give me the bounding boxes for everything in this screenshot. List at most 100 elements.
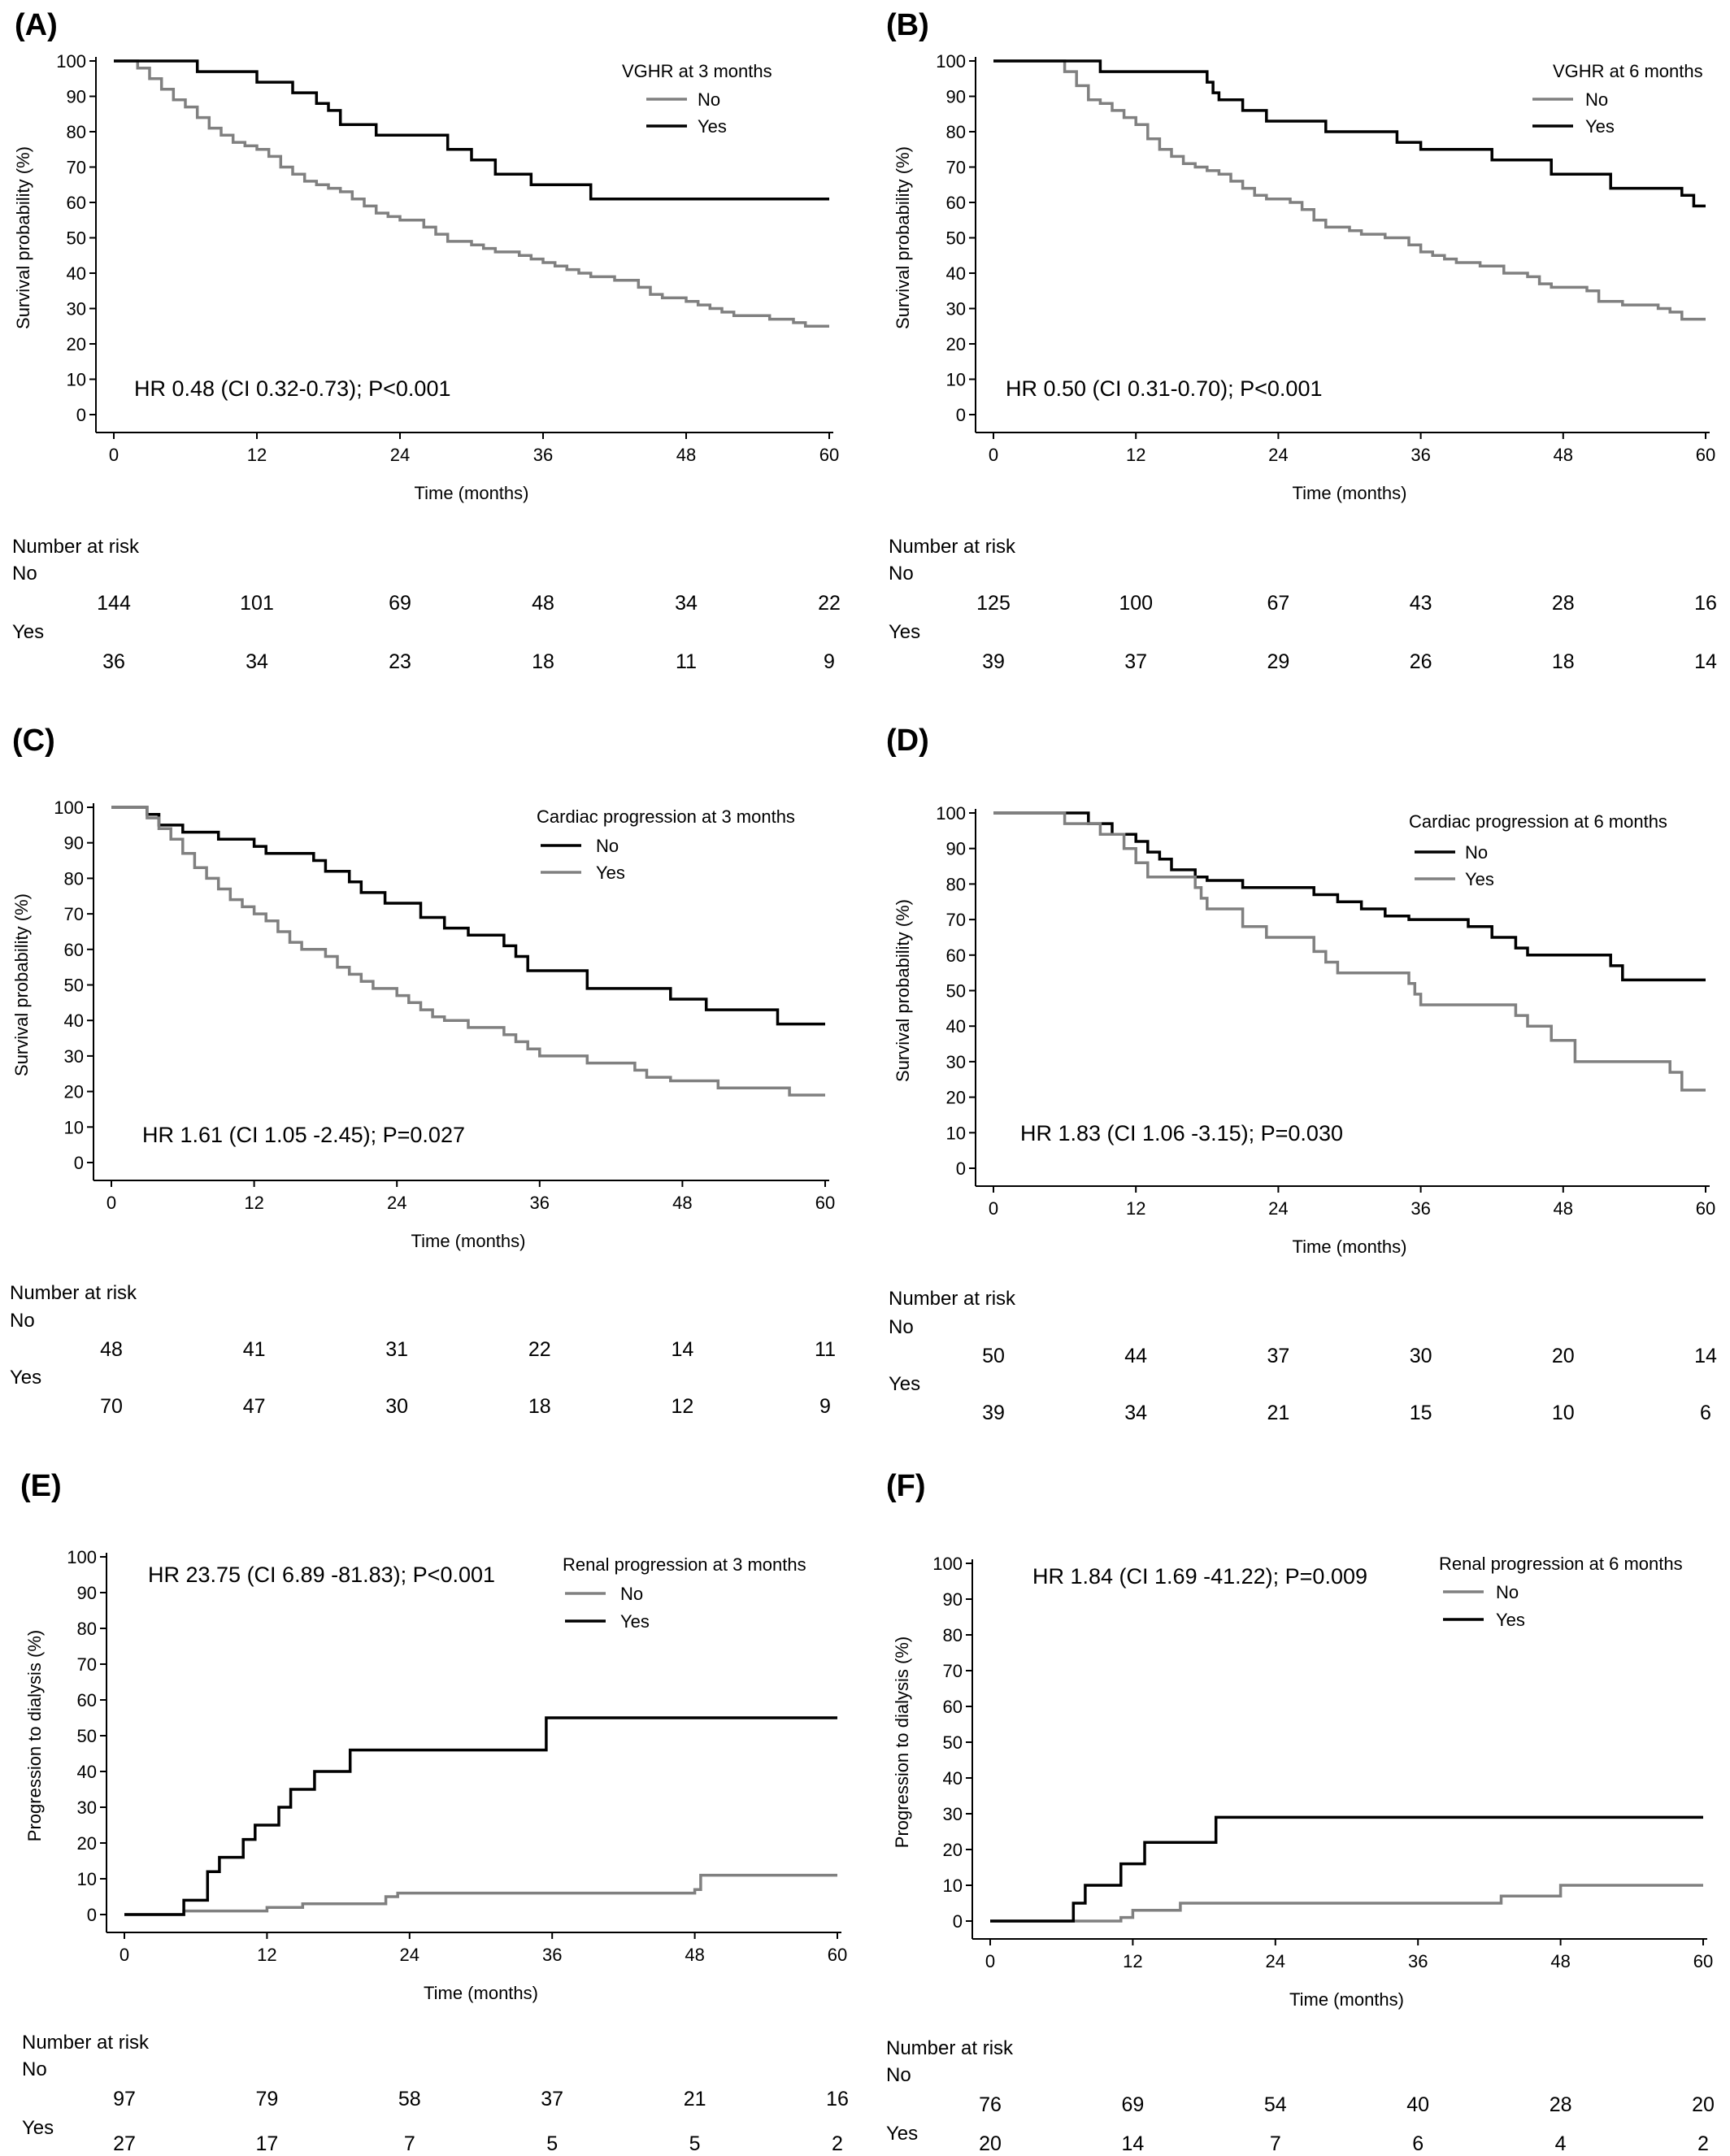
risk-value: 11 xyxy=(815,1338,836,1361)
risk-value: 17 xyxy=(255,2132,278,2155)
x-tick-label: 48 xyxy=(1550,1951,1570,1971)
x-tick-label: 60 xyxy=(819,445,839,465)
y-tick-label: 0 xyxy=(76,405,86,425)
y-tick-label: 60 xyxy=(943,1697,963,1717)
y-tick-label: 10 xyxy=(67,370,86,390)
x-axis-title: Time (months) xyxy=(424,1983,538,2003)
legend-label-no: No xyxy=(1585,89,1608,110)
y-tick-label: 50 xyxy=(943,1732,963,1753)
x-tick-label: 60 xyxy=(1696,1198,1715,1219)
y-tick-label: 30 xyxy=(943,1804,963,1824)
hr-annotation: HR 0.48 (CI 0.32-0.73); P<0.001 xyxy=(134,376,450,401)
risk-row-label: Yes xyxy=(10,1367,41,1389)
panel-b: (B) 0 10 20 30 40 50 60 70 80 90 100 0 12 24 36 48 60 Time… xyxy=(886,8,1717,673)
legend-label-no: No xyxy=(1465,842,1488,863)
y-tick-label: 20 xyxy=(946,334,966,354)
hr-annotation: HR 23.75 (CI 6.89 -81.83); P<0.001 xyxy=(148,1563,495,1587)
x-tick-label: 0 xyxy=(109,445,119,465)
y-tick-label: 40 xyxy=(64,1011,84,1031)
risk-value: 44 xyxy=(1124,1345,1147,1367)
x-tick-label: 12 xyxy=(257,1945,276,1965)
x-tick-label: 0 xyxy=(985,1951,995,1971)
risk-value: 43 xyxy=(1410,592,1432,615)
risk-row-label: No xyxy=(889,1316,914,1338)
risk-row-label: No xyxy=(889,563,914,585)
risk-table-title: Number at risk xyxy=(22,2032,150,2054)
y-tick-label: 50 xyxy=(67,228,86,249)
legend: Renal progression at 3 months No Yes xyxy=(563,1554,806,1632)
risk-value: 76 xyxy=(979,2093,1002,2116)
x-tick-label: 12 xyxy=(1123,1951,1142,1971)
x-axis-title: Time (months) xyxy=(411,1231,526,1251)
risk-value: 79 xyxy=(255,2088,278,2110)
risk-row-label: Yes xyxy=(22,2117,54,2139)
legend-label-no: No xyxy=(620,1584,643,1604)
y-tick-label: 20 xyxy=(67,334,86,354)
risk-value: 70 xyxy=(100,1395,123,1418)
risk-row-label: No xyxy=(886,2064,911,2086)
hr-annotation: HR 1.83 (CI 1.06 -3.15); P=0.030 xyxy=(1020,1121,1343,1145)
y-tick-label: 80 xyxy=(946,874,966,894)
y-tick-label: 40 xyxy=(946,1016,966,1037)
y-tick-label: 60 xyxy=(64,940,84,960)
risk-value: 11 xyxy=(676,650,697,673)
x-tick-label: 36 xyxy=(1408,1951,1428,1971)
risk-row-label: Yes xyxy=(12,621,44,643)
legend: VGHR at 3 months No Yes xyxy=(622,61,772,137)
risk-value: 20 xyxy=(1692,2093,1715,2116)
y-tick-label: 60 xyxy=(946,945,966,966)
y-tick-label: 0 xyxy=(87,1905,97,1925)
series-line-yes xyxy=(990,1815,1703,1923)
x-tick-label: 24 xyxy=(387,1193,406,1213)
legend-title: Renal progression at 3 months xyxy=(563,1554,806,1575)
x-tick-label: 0 xyxy=(120,1945,129,1965)
series-line-yes xyxy=(124,1716,837,1916)
y-tick-label: 40 xyxy=(946,263,966,284)
legend: Cardiac progression at 6 months No Yes xyxy=(1409,811,1667,889)
x-axis-title: Time (months) xyxy=(415,483,529,503)
y-tick-label: 100 xyxy=(936,51,966,72)
x-tick-label: 36 xyxy=(1411,1198,1430,1219)
risk-row-label: No xyxy=(12,563,37,585)
risk-value: 26 xyxy=(1410,650,1432,673)
panel-letter: (A) xyxy=(15,8,58,42)
legend-label-yes: Yes xyxy=(1496,1610,1525,1630)
x-axis-title: Time (months) xyxy=(1293,483,1407,503)
x-tick-label: 24 xyxy=(1268,1198,1288,1219)
x-tick-label: 0 xyxy=(989,445,998,465)
risk-table-title: Number at risk xyxy=(12,536,140,558)
y-tick-label: 80 xyxy=(64,868,84,889)
y-tick-label: 90 xyxy=(943,1589,963,1610)
panel-e: (E) 0 10 20 30 40 50 60 70 80 90 100 0 12 24 36 48 60 Time… xyxy=(20,1469,849,2155)
series-line-no xyxy=(114,59,829,328)
risk-row-label: Yes xyxy=(889,1373,920,1395)
y-tick-label: 70 xyxy=(77,1654,97,1675)
risk-value: 27 xyxy=(113,2132,136,2155)
y-tick-label: 100 xyxy=(67,1547,97,1567)
risk-value: 34 xyxy=(246,650,268,673)
legend-title: Cardiac progression at 6 months xyxy=(1409,811,1667,832)
risk-value: 21 xyxy=(1267,1402,1289,1424)
y-tick-label: 100 xyxy=(936,803,966,824)
y-tick-label: 50 xyxy=(77,1726,97,1746)
y-tick-label: 40 xyxy=(943,1768,963,1789)
panel-d: (D) 0 10 20 30 40 50 60 70 80 90 100 0 12 24 36 48 60 Time… xyxy=(886,724,1717,1424)
legend-title: VGHR at 6 months xyxy=(1553,61,1703,81)
risk-value: 67 xyxy=(1267,592,1289,615)
x-tick-label: 12 xyxy=(244,1193,263,1213)
risk-value: 22 xyxy=(528,1338,551,1361)
legend-label-yes: Yes xyxy=(1585,116,1615,137)
risk-value: 14 xyxy=(1694,650,1717,673)
y-tick-label: 20 xyxy=(77,1833,97,1854)
risk-value: 30 xyxy=(385,1395,408,1418)
hr-annotation: HR 1.61 (CI 1.05 -2.45); P=0.027 xyxy=(142,1123,465,1147)
series-line-no xyxy=(124,1873,837,1916)
x-axis-title: Time (months) xyxy=(1293,1237,1407,1257)
risk-value: 9 xyxy=(824,650,835,673)
legend-title: Cardiac progression at 3 months xyxy=(537,806,795,827)
risk-value: 40 xyxy=(1406,2093,1429,2116)
hr-annotation: HR 0.50 (CI 0.31-0.70); P<0.001 xyxy=(1006,376,1322,401)
y-tick-label: 10 xyxy=(77,1869,97,1889)
